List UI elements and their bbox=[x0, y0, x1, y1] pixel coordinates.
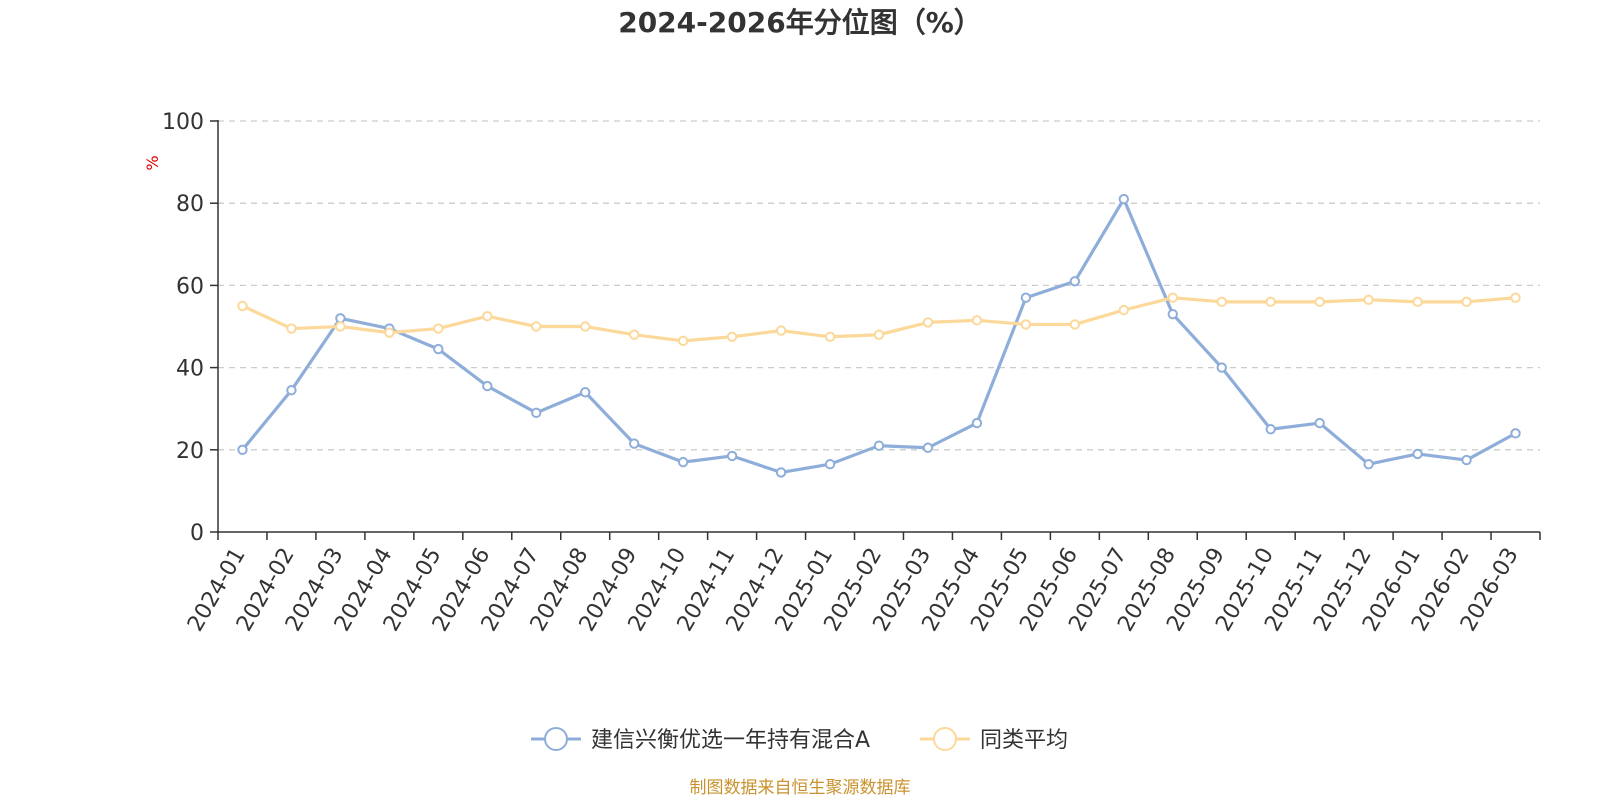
grid-lines bbox=[218, 120, 1540, 451]
series-lines bbox=[237, 193, 1521, 478]
data-point[interactable] bbox=[1020, 319, 1032, 330]
data-point[interactable] bbox=[873, 440, 885, 451]
chart-title: 2024-2026年分位图（%） bbox=[618, 6, 982, 39]
data-point[interactable] bbox=[433, 323, 444, 334]
data-point[interactable] bbox=[1069, 319, 1081, 330]
legend[interactable]: 建信兴衡优选一年持有混合A 同类平均 bbox=[531, 727, 1068, 753]
data-point[interactable] bbox=[824, 458, 836, 470]
data-point[interactable] bbox=[628, 438, 640, 449]
data-point[interactable] bbox=[1412, 296, 1423, 308]
data-point[interactable] bbox=[286, 323, 297, 334]
data-point[interactable] bbox=[1461, 296, 1472, 308]
data-point[interactable] bbox=[1412, 448, 1423, 460]
data-point[interactable] bbox=[531, 407, 542, 419]
source-note: 制图数据来自恒生聚源数据库 bbox=[690, 778, 911, 798]
legend-item-0[interactable]: 建信兴衡优选一年持有混合A bbox=[531, 727, 870, 753]
data-point[interactable] bbox=[580, 387, 591, 398]
data-point[interactable] bbox=[1510, 428, 1521, 439]
y-tick-label: 0 bbox=[190, 521, 204, 546]
data-point[interactable] bbox=[775, 467, 787, 478]
legend-label: 建信兴衡优选一年持有混合A bbox=[591, 728, 870, 753]
data-point[interactable] bbox=[482, 311, 493, 322]
data-point[interactable] bbox=[286, 385, 297, 396]
axes: 0204060801002024-012024-022024-032024-04… bbox=[162, 110, 1541, 636]
data-point[interactable] bbox=[1167, 308, 1178, 320]
data-point[interactable] bbox=[1118, 193, 1130, 205]
data-point[interactable] bbox=[482, 380, 493, 392]
data-point[interactable] bbox=[580, 321, 591, 332]
data-point[interactable] bbox=[433, 343, 444, 355]
data-point[interactable] bbox=[971, 417, 983, 429]
legend-marker-icon bbox=[933, 727, 957, 751]
data-point[interactable] bbox=[1167, 292, 1178, 303]
data-point[interactable] bbox=[1020, 292, 1032, 303]
data-point[interactable] bbox=[1363, 294, 1374, 305]
legend-marker-icon bbox=[544, 727, 568, 751]
data-point[interactable] bbox=[922, 317, 934, 328]
data-point[interactable] bbox=[237, 300, 248, 312]
data-point[interactable] bbox=[1216, 362, 1227, 373]
data-point[interactable] bbox=[1363, 458, 1374, 470]
data-point[interactable] bbox=[726, 450, 738, 462]
y-axis-unit: % bbox=[143, 155, 162, 170]
data-point[interactable] bbox=[1314, 417, 1325, 429]
y-tick-label: 60 bbox=[176, 274, 204, 299]
data-point[interactable] bbox=[775, 325, 787, 336]
data-point[interactable] bbox=[1118, 304, 1130, 316]
data-point[interactable] bbox=[1265, 296, 1276, 308]
y-tick-label: 20 bbox=[176, 439, 204, 464]
data-point[interactable] bbox=[1265, 424, 1276, 435]
data-point[interactable] bbox=[384, 327, 395, 338]
data-point[interactable] bbox=[531, 321, 542, 332]
data-point[interactable] bbox=[335, 313, 346, 324]
data-point[interactable] bbox=[677, 456, 689, 468]
y-tick-label: 80 bbox=[176, 192, 204, 217]
data-point[interactable] bbox=[873, 329, 885, 340]
data-point[interactable] bbox=[824, 331, 836, 342]
data-point[interactable] bbox=[1216, 296, 1227, 308]
data-point[interactable] bbox=[628, 329, 640, 340]
data-point[interactable] bbox=[726, 331, 738, 342]
data-point[interactable] bbox=[971, 315, 983, 326]
legend-item-1[interactable]: 同类平均 bbox=[920, 727, 1068, 753]
data-point[interactable] bbox=[1314, 296, 1325, 308]
y-tick-label: 100 bbox=[162, 110, 204, 135]
data-point[interactable] bbox=[922, 442, 934, 453]
data-point[interactable] bbox=[677, 335, 689, 347]
data-point[interactable] bbox=[1461, 454, 1472, 466]
data-point[interactable] bbox=[1069, 276, 1081, 287]
data-point[interactable] bbox=[1510, 292, 1521, 303]
data-point[interactable] bbox=[335, 321, 346, 332]
legend-label: 同类平均 bbox=[980, 728, 1068, 753]
data-point[interactable] bbox=[237, 444, 248, 455]
y-tick-label: 40 bbox=[176, 357, 204, 382]
